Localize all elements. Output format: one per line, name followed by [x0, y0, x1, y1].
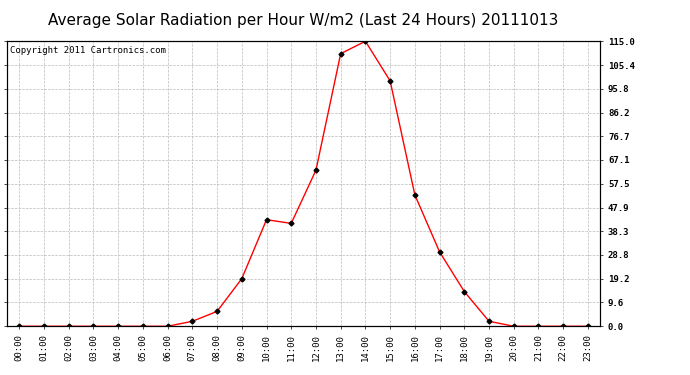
Text: Copyright 2011 Cartronics.com: Copyright 2011 Cartronics.com — [10, 45, 166, 54]
Text: Average Solar Radiation per Hour W/m2 (Last 24 Hours) 20111013: Average Solar Radiation per Hour W/m2 (L… — [48, 13, 559, 28]
